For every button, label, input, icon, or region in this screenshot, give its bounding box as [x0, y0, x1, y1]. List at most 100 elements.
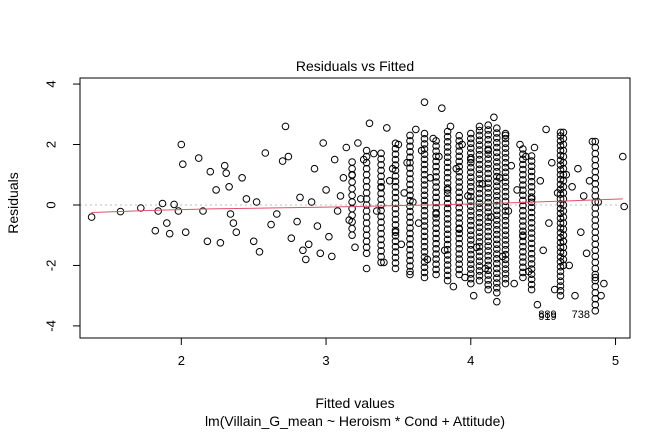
residual-point: [559, 207, 568, 215]
residual-point: [467, 183, 475, 191]
residual-point: [432, 255, 440, 263]
plot-area: 889 738 919: [80, 98, 630, 323]
residual-point: [420, 273, 429, 282]
residual-point: [591, 234, 600, 242]
residual-point: [362, 183, 371, 191]
residual-point: [493, 196, 501, 205]
residual-point: [322, 186, 330, 194]
residual-point: [493, 211, 501, 220]
residual-point: [432, 147, 440, 155]
residual-point: [304, 240, 313, 249]
residual-point: [519, 227, 527, 236]
residual-point: [443, 143, 452, 151]
residual-point: [475, 233, 484, 241]
residual-point: [443, 194, 452, 203]
residual-point: [336, 192, 345, 200]
residual-point: [420, 140, 429, 148]
residual-point: [475, 126, 484, 135]
residual-point: [432, 270, 440, 279]
residual-point: [591, 294, 600, 303]
residual-point: [420, 222, 429, 230]
residual-point: [443, 251, 452, 259]
residual-point: [391, 193, 400, 202]
residual-point: [432, 167, 440, 176]
residual-point: [484, 203, 493, 212]
residual-point: [406, 218, 414, 227]
residual-point: [475, 276, 484, 285]
residual-point: [406, 186, 414, 194]
residual-point: [501, 241, 510, 249]
residual-point: [493, 143, 501, 152]
residual-point: [443, 266, 452, 275]
residual-point: [475, 262, 484, 270]
residual-point: [556, 170, 565, 179]
residual-point: [455, 173, 464, 181]
residual-point: [484, 193, 493, 202]
residual-point: [455, 265, 464, 274]
model-formula-subtitle: lm(Villain_G_mean ~ Heroism * Cond + Att…: [205, 413, 505, 429]
residual-point: [432, 162, 440, 171]
residual-point: [432, 173, 440, 181]
residual-point: [391, 188, 400, 197]
residual-point: [493, 187, 501, 195]
residual-point: [443, 245, 452, 254]
residual-point: [420, 191, 429, 200]
residual-point: [432, 183, 440, 191]
residual-point: [527, 157, 536, 165]
residual-point: [493, 148, 501, 157]
residual-point: [484, 222, 493, 231]
residual-point: [559, 158, 568, 167]
residual-point: [443, 215, 452, 223]
residual-point: [493, 221, 501, 229]
residual-point: [406, 245, 414, 254]
residual-point: [493, 124, 501, 132]
residual-point: [591, 186, 600, 194]
residual-point: [484, 237, 493, 246]
residual-point: [362, 225, 371, 233]
residual-point: [484, 121, 493, 129]
residual-point: [377, 183, 385, 192]
residual-point: [527, 172, 536, 181]
residual-point: [556, 287, 565, 295]
residual-point: [484, 261, 493, 270]
residual-point: [501, 173, 510, 181]
residual-point: [406, 213, 414, 221]
residual-point: [594, 198, 603, 206]
residual-point: [501, 149, 510, 157]
residual-point: [420, 263, 429, 272]
residual-point: [475, 175, 484, 183]
residual-point: [484, 208, 493, 216]
x-tick-label: 5: [612, 353, 619, 368]
residual-point: [377, 247, 385, 255]
residual-point: [455, 131, 464, 140]
residual-point: [467, 154, 475, 162]
residual-point: [484, 252, 493, 260]
residual-point: [406, 175, 414, 183]
residual-point: [493, 284, 501, 292]
residual-point: [377, 195, 385, 203]
residual-point: [501, 221, 510, 230]
residual-point: [591, 192, 600, 200]
residual-point: [296, 193, 304, 202]
residual-point: [501, 178, 510, 186]
residual-point: [484, 140, 493, 149]
residual-point: [455, 147, 464, 155]
residual-point: [443, 127, 452, 136]
residual-point: [493, 230, 501, 239]
residual-point: [391, 199, 400, 207]
residual-point: [519, 258, 527, 266]
residual-point: [501, 250, 510, 259]
residual-point: [455, 178, 464, 186]
residual-point: [261, 149, 270, 157]
residual-point: [527, 244, 536, 253]
residual-point: [420, 212, 429, 220]
residual-point: [406, 224, 414, 232]
residual-point: [475, 155, 484, 164]
residual-point: [556, 277, 565, 286]
residual-point: [348, 224, 356, 233]
residual-point: [362, 249, 371, 258]
residual-point: [527, 152, 536, 160]
residual-point: [362, 207, 371, 215]
residual-point: [177, 140, 186, 149]
residual-point: [455, 142, 464, 150]
